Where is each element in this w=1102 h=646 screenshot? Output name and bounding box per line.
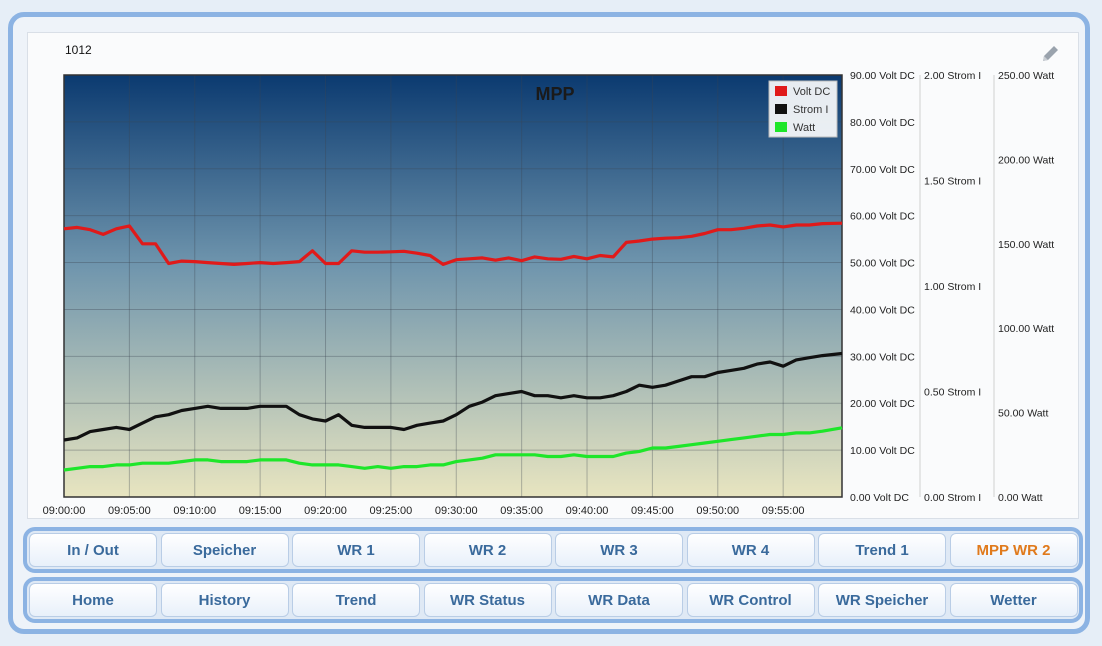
- plot-border: [63, 74, 843, 498]
- y-tick-label-strom: 2.00 Strom I: [924, 70, 981, 82]
- nav-row-bottom: Home History Trend WR Status WR Data WR Contr…: [23, 577, 1083, 623]
- y-tick-label-strom: 1.00 Strom I: [924, 281, 981, 293]
- nav-button-wr-data[interactable]: WR Data: [555, 583, 683, 617]
- y-tick-label-strom: 1.50 Strom I: [924, 176, 981, 188]
- mpp-chart: 1012 09:00:00 09:05:00 09:10:00 09:15:00 09:…: [43, 43, 1055, 517]
- chart-title: MPP: [535, 84, 574, 104]
- nav-button-trend[interactable]: Trend: [292, 583, 420, 617]
- nav-button-home[interactable]: Home: [29, 583, 157, 617]
- x-tick-label: 09:15:00: [239, 505, 282, 517]
- legend-swatch-volt: [775, 86, 787, 96]
- x-tick-label: 09:20:00: [304, 505, 347, 517]
- nav-button-wr-2[interactable]: WR 2: [423, 533, 552, 567]
- y-tick-label-watt: 150.00 Watt: [998, 239, 1054, 251]
- legend-label-watt: Watt: [793, 122, 815, 134]
- nav-button-wr-1[interactable]: WR 1: [292, 533, 420, 567]
- nav-button-wr-control[interactable]: WR Control: [686, 583, 815, 617]
- nav-button-trend-1[interactable]: Trend 1: [818, 533, 946, 567]
- x-tick-label: 09:40:00: [566, 505, 609, 517]
- series-line-strom: [63, 351, 843, 442]
- nav-button-wr-status[interactable]: WR Status: [423, 583, 552, 617]
- x-tick-label: 09:25:00: [369, 505, 412, 517]
- x-tick-label: 09:00:00: [43, 505, 86, 517]
- y-tick-label-watt: 100.00 Watt: [998, 323, 1054, 335]
- plot-area: [64, 75, 842, 497]
- y-tick-label-volt: 40.00 Volt DC: [850, 304, 915, 316]
- x-tick-label: 09:10:00: [173, 505, 216, 517]
- edit-pencil-icon[interactable]: [1039, 43, 1061, 65]
- y-tick-label-volt: 30.00 Volt DC: [850, 351, 915, 363]
- y-tick-label-volt: 0.00 Volt DC: [850, 492, 909, 504]
- legend-swatch-watt: [775, 122, 787, 132]
- legend-label-strom: Strom I: [793, 104, 828, 116]
- legend-swatch-strom: [775, 104, 787, 114]
- x-tick-label: 09:05:00: [108, 505, 151, 517]
- chart-legend: Volt DC Strom I Watt: [768, 80, 838, 138]
- y-tick-label-watt: 250.00 Watt: [998, 70, 1054, 82]
- nav-button-in-out[interactable]: In / Out: [29, 533, 157, 567]
- nav-button-wr-3[interactable]: WR 3: [555, 533, 683, 567]
- y-tick-label-watt: 50.00 Watt: [998, 408, 1048, 420]
- y-tick-label-volt: 90.00 Volt DC: [850, 70, 915, 82]
- series-line-watt: [63, 426, 843, 472]
- y-tick-label-volt: 60.00 Volt DC: [850, 211, 915, 223]
- y-tick-label-strom: 0.00 Strom I: [924, 492, 981, 504]
- app-frame: 1012 09:00:00 09:05:00 09:10:00 09:15:00 09:…: [8, 12, 1090, 634]
- nav-button-wetter[interactable]: Wetter: [949, 583, 1078, 617]
- y-tick-label-strom: 0.50 Strom I: [924, 387, 981, 399]
- y-tick-label-volt: 80.00 Volt DC: [850, 117, 915, 129]
- nav-button-wr-speicher[interactable]: WR Speicher: [818, 583, 946, 617]
- legend-label-volt: Volt DC: [793, 86, 830, 98]
- chart-panel: 1012 09:00:00 09:05:00 09:10:00 09:15:00 09:…: [27, 32, 1079, 519]
- y-tick-label-watt: 0.00 Watt: [998, 492, 1043, 504]
- nav-button-wr-4[interactable]: WR 4: [686, 533, 815, 567]
- y-tick-label-watt: 200.00 Watt: [998, 154, 1054, 166]
- x-tick-label: 09:35:00: [500, 505, 543, 517]
- x-tick-label: 09:45:00: [631, 505, 674, 517]
- nav-button-speicher[interactable]: Speicher: [160, 533, 289, 567]
- y-tick-label-volt: 10.00 Volt DC: [850, 445, 915, 457]
- x-tick-label: 09:55:00: [762, 505, 805, 517]
- y-tick-label-volt: 70.00 Volt DC: [850, 164, 915, 176]
- counter-label: 1012: [65, 43, 92, 57]
- x-tick-label: 09:30:00: [435, 505, 478, 517]
- y-tick-label-volt: 50.00 Volt DC: [850, 258, 915, 270]
- series-line-volt: [63, 221, 843, 266]
- y-tick-label-volt: 20.00 Volt DC: [850, 398, 915, 410]
- nav-button-history[interactable]: History: [160, 583, 289, 617]
- nav-button-mpp-wr-2[interactable]: MPP WR 2: [949, 533, 1078, 567]
- x-tick-label: 09:50:00: [696, 505, 739, 517]
